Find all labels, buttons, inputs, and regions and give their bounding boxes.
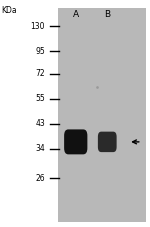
Text: 26: 26 (35, 174, 45, 183)
Text: 95: 95 (35, 47, 45, 56)
FancyBboxPatch shape (98, 132, 117, 152)
Text: A: A (73, 10, 79, 19)
Text: 43: 43 (35, 119, 45, 128)
Text: 130: 130 (30, 22, 45, 31)
Text: 72: 72 (35, 69, 45, 78)
Text: 34: 34 (35, 144, 45, 153)
Text: B: B (104, 10, 110, 19)
FancyBboxPatch shape (64, 129, 87, 154)
Text: 55: 55 (35, 94, 45, 103)
Text: KDa: KDa (2, 6, 17, 15)
Bar (58, 8, 146, 222)
